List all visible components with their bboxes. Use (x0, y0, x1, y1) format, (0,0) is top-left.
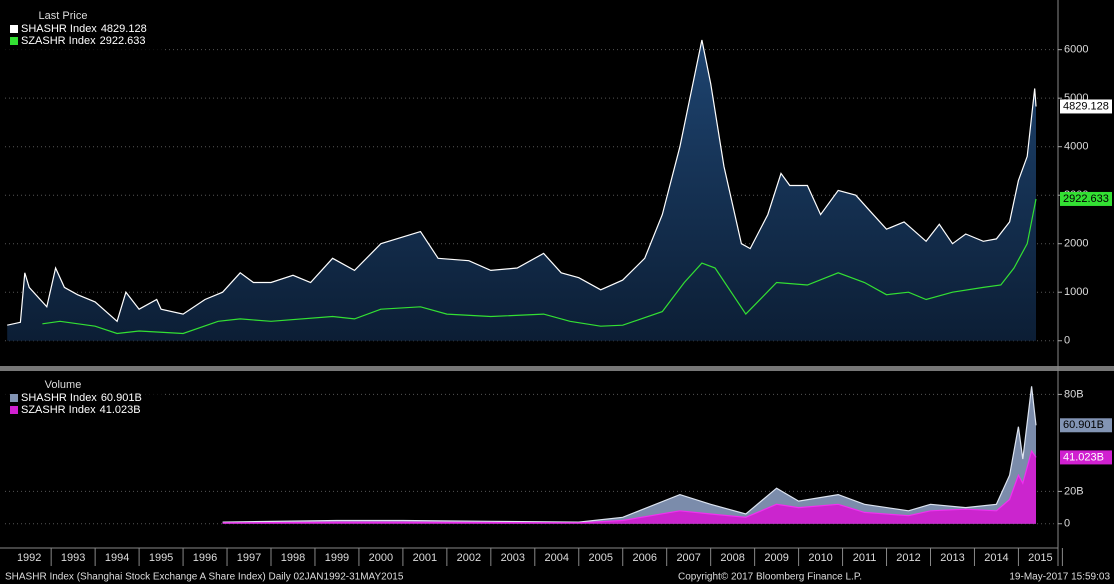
legend-label: SHASHR Index 60.901B (21, 392, 142, 404)
legend-background (5, 8, 163, 52)
x-tick-label: 2001 (413, 552, 437, 564)
legend-name: SZASHR Index (21, 404, 96, 416)
legend-label: SHASHR Index 4829.128 (21, 23, 147, 35)
legend-background (5, 377, 163, 421)
legend-value: 2922.633 (100, 35, 146, 47)
footer-center: Copyright© 2017 Bloomberg Finance L.P. (678, 572, 862, 583)
legend-value: 60.901B (101, 392, 142, 404)
y-tick-label: 4000 (1064, 141, 1088, 153)
legend-label: SZASHR Index 41.023B (21, 404, 141, 416)
x-tick-label: 2012 (896, 552, 920, 564)
x-tick-label: 1994 (105, 552, 129, 564)
x-tick-label: 2006 (632, 552, 656, 564)
series-line (7, 39, 1037, 326)
legend-swatch (10, 394, 18, 402)
y-tick-label: 1000 (1064, 286, 1088, 298)
last-value-box (1060, 99, 1112, 114)
x-tick-label: 2013 (940, 552, 964, 564)
y-tick-label: 20B (1064, 485, 1084, 497)
legend-label: SZASHR Index 2922.633 (21, 35, 145, 47)
x-tick-label: 2009 (764, 552, 788, 564)
x-tick-label: 1996 (193, 552, 217, 564)
panel-divider (0, 366, 1114, 371)
last-value-box (1060, 191, 1112, 206)
series-area (7, 40, 1037, 341)
last-value-label: 60.901B (1063, 419, 1104, 431)
x-tick-label: 1993 (61, 552, 85, 564)
footer-left: SHASHR Index (Shanghai Stock Exchange A … (5, 572, 404, 583)
x-tick-label: 2003 (501, 552, 525, 564)
series-area (222, 451, 1037, 524)
x-tick-label: 1997 (237, 552, 261, 564)
last-value-label: 2922.633 (1063, 193, 1109, 205)
x-tick-label: 2002 (457, 552, 481, 564)
x-tick-label: 2005 (589, 552, 613, 564)
footer-right: 19-May-2017 15:59:03 (1009, 572, 1110, 583)
x-tick-label: 1999 (325, 552, 349, 564)
last-value-box (1060, 418, 1112, 433)
y-tick-label: 6000 (1064, 44, 1088, 56)
x-tick-label: 2004 (545, 552, 569, 564)
x-tick-label: 2008 (720, 552, 744, 564)
x-tick-label: 2014 (984, 552, 1008, 564)
x-tick-label: 1995 (149, 552, 173, 564)
legend-title: Volume (45, 379, 82, 391)
series-line (42, 198, 1037, 335)
legend-value: 4829.128 (101, 23, 147, 35)
x-tick-label: 2000 (369, 552, 393, 564)
legend-name: SZASHR Index (21, 35, 96, 47)
y-tick-label: 80B (1064, 388, 1084, 400)
legend-swatch (10, 37, 18, 45)
legend-value: 41.023B (100, 404, 141, 416)
x-tick-label: 2007 (676, 552, 700, 564)
x-tick-label: 2011 (853, 552, 877, 564)
last-value-label: 41.023B (1063, 451, 1104, 463)
y-tick-label: 0 (1064, 518, 1070, 530)
x-tick-label: 1992 (17, 552, 41, 564)
last-value-label: 4829.128 (1063, 100, 1109, 112)
y-tick-label: 2000 (1064, 238, 1088, 250)
legend-name: SHASHR Index (21, 23, 97, 35)
legend-title: Last Price (39, 10, 88, 22)
x-tick-label: 2010 (808, 552, 832, 564)
x-tick-label: 1998 (281, 552, 305, 564)
legend-name: SHASHR Index (21, 392, 97, 404)
x-tick-label: 2015 (1028, 552, 1052, 564)
y-tick-label: 0 (1064, 335, 1070, 347)
legend-swatch (10, 25, 18, 33)
series-line (222, 386, 1037, 523)
last-value-box (1060, 450, 1112, 465)
legend-swatch (10, 406, 18, 414)
series-line (222, 449, 1037, 524)
